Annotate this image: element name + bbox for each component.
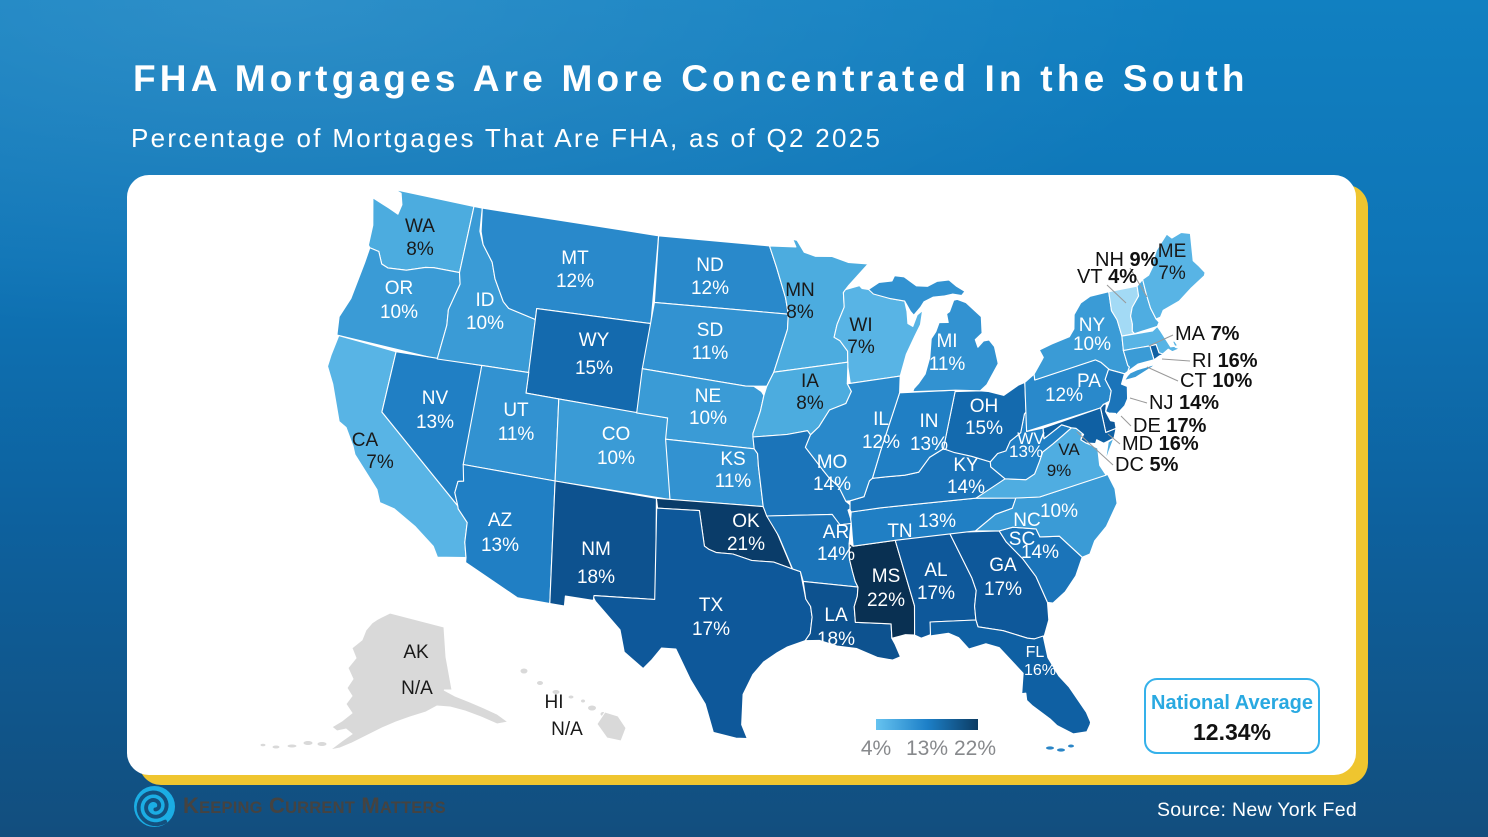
svg-text:NY: NY [1079,315,1106,336]
svg-text:10%: 10% [1073,334,1111,355]
svg-text:12%: 12% [691,278,729,299]
svg-text:NJ 14%: NJ 14% [1149,392,1219,414]
svg-text:4%: 4% [861,737,891,760]
svg-text:IN: IN [920,411,939,432]
svg-text:13%: 13% [906,737,948,760]
svg-text:NC: NC [1013,510,1040,531]
svg-text:NH 9%: NH 9% [1095,249,1159,271]
svg-text:WI: WI [849,315,872,336]
svg-text:13%: 13% [1009,442,1043,461]
svg-text:10%: 10% [466,313,504,334]
svg-text:14%: 14% [947,477,985,498]
svg-text:CT 10%: CT 10% [1180,370,1252,392]
svg-text:MN: MN [785,280,815,301]
svg-text:8%: 8% [796,393,824,414]
svg-text:12%: 12% [1045,385,1083,406]
svg-text:OR: OR [385,278,414,299]
svg-text:14%: 14% [1021,542,1059,563]
svg-text:LA: LA [824,605,848,626]
svg-text:11%: 11% [715,471,752,492]
svg-text:11%: 11% [498,424,535,445]
svg-text:KS: KS [720,449,745,470]
svg-text:CO: CO [602,424,631,445]
svg-text:CA: CA [352,430,379,451]
svg-text:11%: 11% [692,343,729,364]
svg-text:NV: NV [422,388,449,409]
svg-text:WA: WA [405,216,435,237]
svg-text:MD 16%: MD 16% [1122,433,1199,455]
svg-text:17%: 17% [984,579,1022,600]
svg-text:AK: AK [403,642,429,663]
svg-text:AL: AL [924,560,947,581]
svg-text:RI 16%: RI 16% [1192,350,1258,372]
svg-text:OK: OK [732,511,760,532]
svg-text:14%: 14% [813,474,851,495]
svg-text:10%: 10% [597,448,635,469]
svg-text:10%: 10% [1040,501,1078,522]
svg-text:17%: 17% [917,583,955,604]
svg-text:13%: 13% [910,434,948,455]
svg-text:OH: OH [970,396,999,417]
svg-text:IA: IA [801,371,819,392]
svg-text:15%: 15% [965,418,1003,439]
svg-text:9%: 9% [1047,461,1072,480]
svg-text:11%: 11% [929,354,966,375]
svg-text:WY: WY [579,330,610,351]
svg-text:NE: NE [695,386,721,407]
svg-text:MI: MI [936,331,957,352]
svg-text:UT: UT [503,400,529,421]
svg-text:8%: 8% [406,239,434,260]
svg-text:AR: AR [823,522,849,543]
svg-text:21%: 21% [727,534,765,555]
svg-text:15%: 15% [575,358,613,379]
svg-text:13%: 13% [481,535,519,556]
svg-text:14%: 14% [817,544,855,565]
svg-text:MA 7%: MA 7% [1175,323,1240,345]
svg-text:FL: FL [1026,644,1045,661]
svg-text:12%: 12% [862,432,900,453]
svg-text:KY: KY [953,455,979,476]
svg-text:17%: 17% [692,619,730,640]
svg-text:PA: PA [1077,371,1101,392]
svg-text:SD: SD [697,320,723,341]
svg-text:AZ: AZ [488,510,513,531]
svg-text:VA: VA [1058,440,1080,459]
svg-text:MO: MO [817,452,848,473]
svg-text:NM: NM [581,539,611,560]
svg-text:N/A: N/A [551,719,583,740]
svg-text:N/A: N/A [401,678,433,699]
svg-text:TN: TN [887,521,912,542]
svg-text:22%: 22% [954,737,996,760]
svg-text:TX: TX [699,595,724,616]
svg-text:MT: MT [561,248,589,269]
svg-text:ND: ND [696,255,723,276]
svg-text:22%: 22% [867,590,905,611]
svg-text:18%: 18% [817,629,855,650]
svg-text:7%: 7% [847,337,875,358]
svg-text:HI: HI [545,692,564,713]
svg-text:16%: 16% [1024,662,1056,679]
svg-text:13%: 13% [416,412,454,433]
svg-text:ID: ID [476,290,495,311]
svg-text:IL: IL [873,409,889,430]
svg-text:10%: 10% [380,302,418,323]
svg-text:DC 5%: DC 5% [1115,454,1179,476]
svg-text:DE 17%: DE 17% [1133,415,1207,437]
svg-text:SC: SC [1009,529,1035,550]
svg-text:10%: 10% [689,408,727,429]
svg-text:7%: 7% [1158,263,1186,284]
svg-text:MS: MS [872,566,901,587]
svg-text:18%: 18% [577,567,615,588]
svg-text:ME: ME [1158,241,1187,262]
svg-text:7%: 7% [366,452,394,473]
svg-text:WV: WV [1017,429,1045,448]
svg-text:VT 4%: VT 4% [1077,266,1137,288]
svg-text:8%: 8% [786,302,814,323]
svg-text:13%: 13% [918,511,956,532]
svg-text:GA: GA [989,555,1017,576]
svg-text:12%: 12% [556,271,594,292]
